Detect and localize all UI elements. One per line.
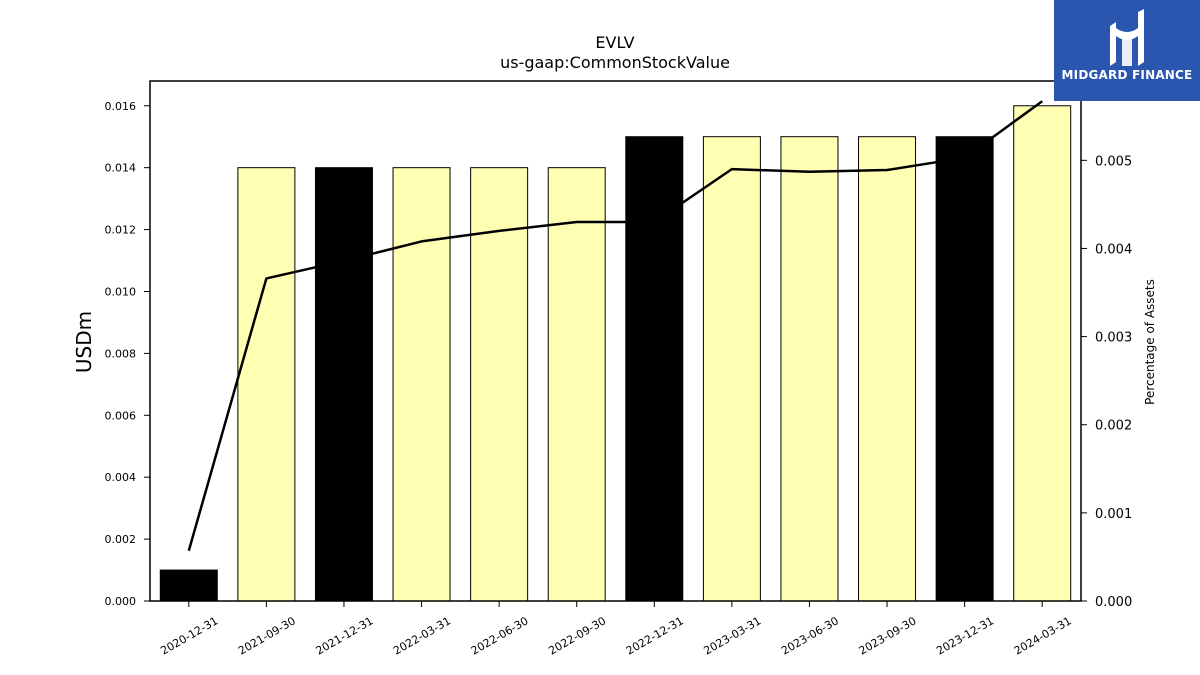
bar [159, 569, 218, 602]
x-tick-label: 2022-09-30 [546, 614, 608, 657]
x-tick-label: 2023-09-30 [857, 614, 919, 657]
x-tick-label: 2023-12-31 [934, 614, 996, 657]
y2-tick-label: 0.001 [1095, 507, 1132, 522]
bar [702, 136, 761, 602]
y2-tick-label: 0.000 [1095, 595, 1132, 610]
y-tick-label: 0.008 [105, 347, 137, 360]
x-tick-label: 2021-09-30 [236, 614, 298, 657]
y2-tick-label: 0.005 [1095, 154, 1132, 169]
y-tick-label: 0.010 [105, 285, 137, 298]
y-tick-label: 0.000 [105, 595, 137, 608]
x-tick-label: 2023-03-31 [702, 614, 764, 657]
bar [780, 136, 839, 602]
bar [470, 167, 529, 602]
bar [935, 136, 994, 602]
y-tick-label: 0.014 [105, 162, 137, 175]
y-tick-label: 0.006 [105, 409, 137, 422]
y2-tick-label: 0.002 [1095, 419, 1132, 434]
x-tick-label: 2020-12-31 [158, 614, 220, 657]
bar [237, 167, 296, 602]
brand-logo: MIDGARD FINANCE [1054, 0, 1200, 101]
y-tick-label: 0.004 [105, 471, 137, 484]
y2-tick-label: 0.004 [1095, 242, 1132, 257]
x-tick-label: 2021-12-31 [314, 614, 376, 657]
bar [625, 136, 684, 602]
bar [547, 167, 606, 602]
x-tick-label: 2022-06-30 [469, 614, 531, 657]
bar [314, 167, 373, 602]
logo-text: MIDGARD FINANCE [1061, 68, 1193, 82]
y2-axis-label: Percentage of Assets [1143, 279, 1157, 405]
x-tick-label: 2024-03-31 [1012, 614, 1074, 657]
y2-tick-label: 0.003 [1095, 331, 1132, 346]
percentage-line [187, 100, 1043, 552]
bar [858, 136, 917, 602]
bar [392, 167, 451, 602]
x-tick-label: 2022-03-31 [391, 614, 453, 657]
y-axis-label: USDm [72, 311, 96, 373]
x-tick-label: 2022-12-31 [624, 614, 686, 657]
y-tick-label: 0.012 [105, 224, 137, 237]
chart-subtitle: us-gaap:CommonStockValue [500, 53, 730, 72]
bar [1013, 105, 1072, 602]
y-tick-label: 0.016 [105, 100, 137, 113]
midgard-logo-icon [1110, 9, 1144, 66]
y-tick-label: 0.002 [105, 533, 137, 546]
chart-title: EVLV [595, 33, 634, 52]
plot-frame [149, 80, 1082, 602]
x-tick-label: 2023-06-30 [779, 614, 841, 657]
